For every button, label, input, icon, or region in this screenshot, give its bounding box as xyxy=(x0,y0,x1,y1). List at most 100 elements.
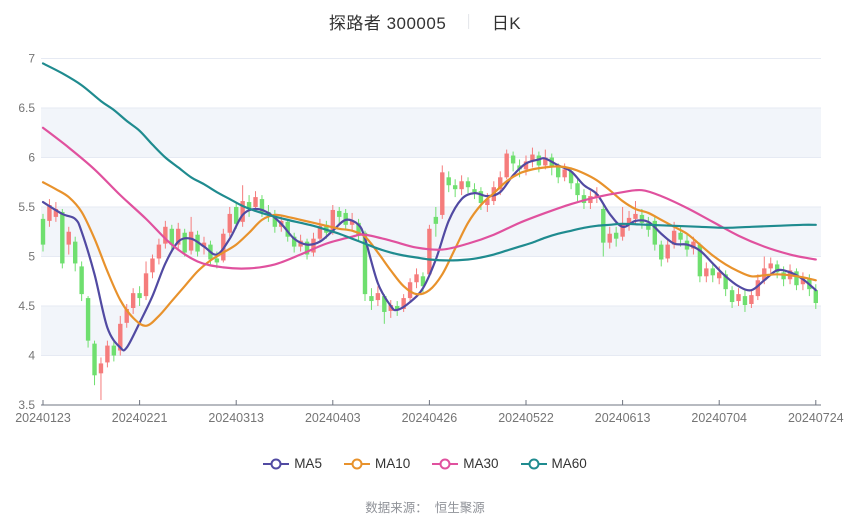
candle-body-down xyxy=(40,218,46,245)
ma10-line xyxy=(41,165,817,327)
candle-body-down xyxy=(304,241,310,255)
legend-item-ma30[interactable]: MA30 xyxy=(432,456,499,471)
candle-body-up xyxy=(253,197,258,207)
ma30-legend-icon xyxy=(432,458,459,469)
y-axis-label: 7 xyxy=(28,52,35,66)
chart-legend: MA5 MA10 MA30 MA60 xyxy=(0,456,850,471)
candle-body-down xyxy=(510,155,516,164)
candle-body-down xyxy=(433,216,439,224)
candle-body-up xyxy=(375,293,381,301)
candle-body-up xyxy=(227,213,232,233)
candle-body-down xyxy=(337,210,342,217)
candle-body-down xyxy=(478,191,484,204)
ma5-line xyxy=(41,157,817,352)
candle-body-up xyxy=(691,241,696,249)
candle-body-up xyxy=(543,157,548,166)
candle-body-up xyxy=(66,231,71,245)
candle-body-down xyxy=(781,272,786,280)
candle-body-down xyxy=(742,296,748,306)
candle-body-down xyxy=(234,207,239,224)
x-axis-label: 20240426 xyxy=(402,411,458,425)
candle-body-down xyxy=(182,232,187,253)
candle-body-down xyxy=(659,244,664,260)
legend-item-ma60[interactable]: MA60 xyxy=(520,456,587,471)
candle-body-down xyxy=(794,271,799,286)
candle-body-up xyxy=(562,169,567,178)
plot-band xyxy=(41,306,821,356)
title-separator: ｜ xyxy=(461,14,477,31)
candle-body-down xyxy=(568,171,574,184)
candle-body-down xyxy=(697,244,703,277)
y-axis-label: 6.5 xyxy=(18,101,35,115)
ma10-legend-icon xyxy=(343,458,370,469)
candle-body-down xyxy=(285,221,290,237)
ma5-legend-icon xyxy=(263,458,290,469)
candle-body-up xyxy=(47,205,52,221)
candle-body-down xyxy=(246,202,252,209)
y-axis-label: 6 xyxy=(28,151,35,165)
x-axis-label: 20240704 xyxy=(691,411,747,425)
candle-body-up xyxy=(156,244,162,259)
candle-body-down xyxy=(137,293,142,299)
legend-label: MA30 xyxy=(463,456,499,471)
candle-body-down xyxy=(639,214,645,223)
candle-body-up xyxy=(749,295,754,305)
candle-body-up xyxy=(240,201,245,222)
candle-body-up xyxy=(800,277,806,285)
candle-body-down xyxy=(613,232,619,239)
candle-body-up xyxy=(143,273,149,297)
ma60-legend-icon xyxy=(520,458,547,469)
candle-body-up xyxy=(440,172,445,215)
legend-label: MA10 xyxy=(374,456,411,471)
candle-body-down xyxy=(214,258,220,263)
candle-body-up xyxy=(330,209,335,231)
candle-body-up xyxy=(401,298,406,309)
stock-name-code: 探路者 300005 xyxy=(328,14,447,33)
data-source-value: 恒生聚源 xyxy=(434,501,485,515)
candle-body-down xyxy=(169,228,174,245)
candle-body-down xyxy=(382,296,387,312)
data-source-label: 数据来源： xyxy=(365,501,428,515)
x-axis-label: 20240403 xyxy=(305,411,361,425)
candle-body-down xyxy=(723,274,728,290)
y-axis-label: 5 xyxy=(28,250,35,264)
candle-body-down xyxy=(73,241,78,264)
candle-body-down xyxy=(369,296,374,302)
candle-body-up xyxy=(459,181,464,190)
candle-body-up xyxy=(53,208,59,217)
legend-item-ma5[interactable]: MA5 xyxy=(263,456,322,471)
candle-body-up xyxy=(736,294,741,302)
candle-body-up xyxy=(523,161,529,170)
plot-band xyxy=(41,108,821,158)
x-axis-label: 20240522 xyxy=(498,411,554,425)
x-axis-label: 20240123 xyxy=(15,411,71,425)
candle-body-down xyxy=(420,276,426,287)
legend-item-ma10[interactable]: MA10 xyxy=(343,456,411,471)
candle-body-up xyxy=(665,244,670,259)
candle-body-up xyxy=(704,268,709,277)
candle-body-down xyxy=(356,222,361,236)
candle-body-down xyxy=(92,343,97,376)
candle-body-up xyxy=(311,238,316,253)
ma60-line xyxy=(41,62,817,262)
legend-label: MA60 xyxy=(551,456,587,471)
candle-body-up xyxy=(768,263,773,269)
candle-body-down xyxy=(813,290,818,304)
candle-body-up xyxy=(163,226,168,244)
candle-body-down xyxy=(581,195,587,204)
candle-body-up xyxy=(150,258,155,273)
candle-body-down xyxy=(556,167,561,178)
candle-body-up xyxy=(388,305,393,311)
chart-title: 探路者 300005 ｜ 日K xyxy=(0,9,850,34)
legend-label: MA5 xyxy=(294,456,322,471)
candle-body-down xyxy=(111,345,117,356)
candle-body-down xyxy=(710,268,715,276)
x-axis-label: 20240221 xyxy=(112,411,168,425)
candle-body-down xyxy=(259,199,265,212)
candle-body-down xyxy=(85,298,91,341)
candle-body-up xyxy=(349,220,355,225)
candle-body-up xyxy=(188,231,194,251)
candle-body-up xyxy=(317,225,323,239)
candle-body-up xyxy=(201,242,207,247)
